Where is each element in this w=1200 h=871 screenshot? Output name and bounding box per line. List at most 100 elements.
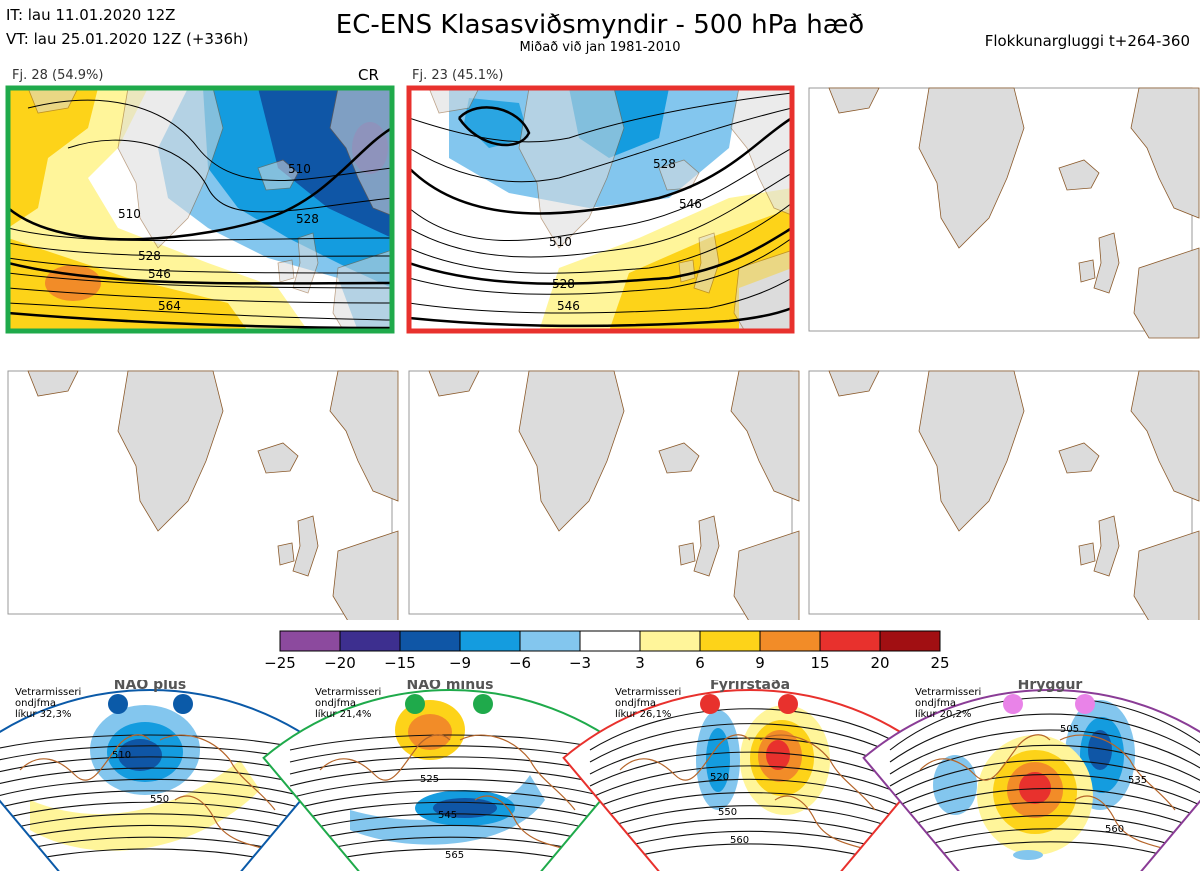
regime-contour-label: 565	[445, 850, 464, 861]
empty-map-panel	[7, 370, 399, 620]
regime-height-contour	[0, 801, 311, 823]
regime-panel: 505 535 560 Hryggur Vetrarmisseriondjfmalíku…	[862, 680, 1200, 871]
regime-note: líkur 20,2%	[915, 708, 971, 720]
colorbar-tick-label: −6	[509, 654, 531, 672]
regime-note: Vetrarmisseri	[315, 687, 381, 698]
regime-contour-label: 525	[420, 774, 439, 785]
regime-height-contour	[289, 734, 611, 751]
initial-time: IT: lau 11.01.2020 12Z	[6, 6, 176, 24]
colorbar-tick-label: 6	[695, 654, 705, 672]
regime-note: líkur 21,4%	[315, 708, 371, 720]
regime-coastline	[319, 734, 576, 851]
colorbar-tick-label: −9	[449, 654, 471, 672]
regime-center-dot	[108, 694, 128, 714]
regime-note: líkur 32,3%	[15, 708, 71, 720]
colorbar-tick-label: 3	[635, 654, 645, 672]
cluster-2-frame	[406, 85, 795, 334]
regime-height-contour	[0, 734, 311, 751]
colorbar-tick-label: 9	[755, 654, 765, 672]
colorbar-bin	[519, 630, 581, 652]
regime-coastline	[619, 734, 876, 851]
regime-height-contour	[889, 801, 1200, 835]
colorbar-tick-label: −15	[384, 654, 416, 672]
regime-contour-label: 550	[150, 794, 169, 805]
regime-height-contour	[589, 792, 911, 823]
regime-height-contour	[589, 778, 911, 811]
cluster-1-contour-label: 510	[288, 162, 311, 176]
cluster-2-contour-label: 528	[552, 277, 575, 291]
regime-height-contour	[589, 751, 911, 787]
colorbar-tick-label: −20	[324, 654, 356, 672]
regime-frame	[862, 689, 1200, 871]
cluster-1-map: 510 510 528 528 546 564	[5, 85, 395, 334]
cluster-1-contour-label: 564	[158, 299, 181, 313]
empty-map-panel	[808, 87, 1200, 339]
regime-panel: 525 545 565 NAO mínus Vetrarmisseriondjfmalí…	[262, 680, 638, 871]
regime-center-dot	[778, 694, 798, 714]
regime-center-dot	[405, 694, 425, 714]
regime-height-contour	[0, 790, 311, 811]
classification-window: Flokkunargluggi t+264-360	[984, 32, 1190, 50]
regime-panel: 510 550 NAO plús Vetrarmisseriondjfmalíkur …	[0, 680, 338, 871]
regime-frame	[0, 689, 338, 871]
regime-note: Vetrarmisseri	[615, 687, 681, 698]
page-title: EC-ENS Klasasviðsmyndir - 500 hPa hæð	[335, 10, 865, 40]
regime-coastline	[19, 734, 276, 851]
cluster-1-contour-label: 528	[296, 212, 319, 226]
colorbar: −25 −20 −15 −9 −6 −3 3 6 9 15 20 25	[264, 630, 950, 672]
cluster-2-label: Fj. 23 (45.1%)	[412, 68, 504, 83]
regime-height-contour	[289, 767, 611, 787]
colorbar-tick-label: −25	[264, 654, 296, 672]
cluster-2-contour-label: 546	[557, 299, 580, 313]
regime-height-contour	[289, 778, 611, 799]
regime-note: ondjfma	[15, 698, 56, 709]
regime-negative-anomaly	[933, 755, 977, 815]
regime-height-contour	[889, 744, 1200, 787]
colorbar-bin	[699, 630, 761, 652]
colorbar-bin	[339, 630, 401, 652]
colorbar-tick-label: 25	[930, 654, 949, 672]
colorbar-tick-label: 20	[870, 654, 889, 672]
colorbar-tick-label: −3	[569, 654, 591, 672]
regime-height-contour	[589, 805, 911, 835]
regime-contour-label: 510	[112, 750, 131, 761]
regime-note: Vetrarmisseri	[915, 687, 981, 698]
cluster-1-tag: CR	[358, 66, 379, 84]
regime-contour-label: 520	[710, 772, 729, 783]
regime-title: NAO mínus	[407, 680, 494, 693]
cluster-maps: 510 510 528 528 546 564	[5, 85, 1200, 620]
regime-frame	[262, 689, 638, 871]
regime-height-contour	[0, 813, 311, 835]
regime-height-contour	[289, 801, 611, 823]
regime-note: Vetrarmisseri	[15, 687, 81, 698]
cluster-1-contour-label: 510	[118, 207, 141, 221]
regime-height-contour	[889, 815, 1200, 847]
regime-frame	[562, 689, 938, 871]
regime-coastline	[919, 734, 1176, 851]
regime-height-contour	[289, 813, 611, 835]
regime-height-contour	[0, 778, 311, 799]
regime-contour-label: 560	[1105, 824, 1124, 835]
cluster-2-contour-label: 546	[679, 197, 702, 211]
page-subtitle: Miðað við jan 1981-2010	[519, 40, 681, 55]
regime-contour-label: 535	[1128, 775, 1147, 786]
regime-height-contour	[889, 713, 1200, 763]
regime-height-contour	[889, 729, 1200, 775]
cluster-2-contour-label: 528	[653, 157, 676, 171]
regime-height-contour	[889, 696, 1200, 751]
cluster-1-contour-label: 546	[148, 267, 171, 281]
regime-center-dot	[473, 694, 493, 714]
cluster-2-contour-label: 510	[549, 235, 572, 249]
colorbar-bin	[759, 630, 821, 652]
regime-title: Hryggur	[1018, 680, 1083, 693]
colorbar-bin	[819, 630, 881, 652]
regime-note: ondjfma	[615, 698, 656, 709]
colorbar-bin	[459, 630, 521, 652]
regime-contour-label: 550	[718, 807, 737, 818]
empty-map-panel	[408, 370, 800, 620]
regime-note: líkur 26,1%	[615, 708, 671, 720]
colorbar-bin	[579, 630, 641, 652]
regime-title: NAO plús	[114, 680, 186, 693]
valid-time: VT: lau 25.01.2020 12Z (+336h)	[6, 30, 249, 48]
